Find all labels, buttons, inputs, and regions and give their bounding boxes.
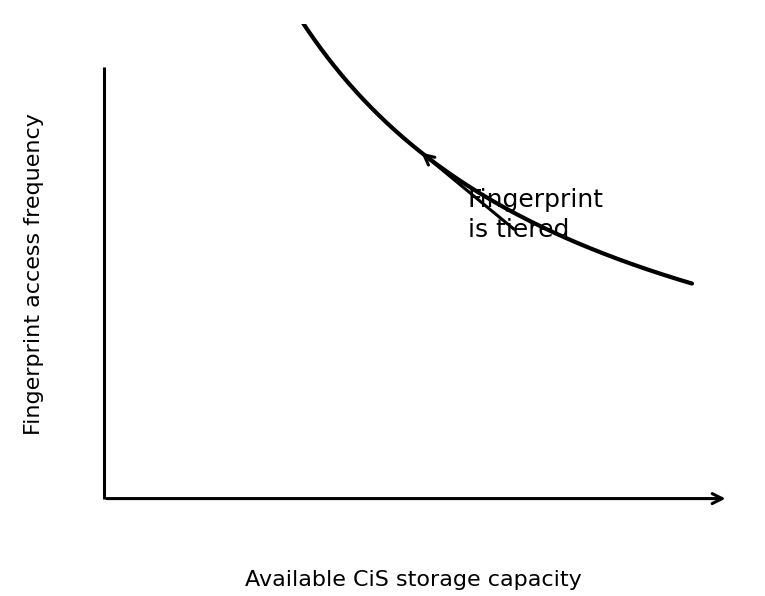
Text: Available CiS storage capacity: Available CiS storage capacity — [245, 570, 581, 589]
Text: Fingerprint access frequency: Fingerprint access frequency — [24, 113, 44, 435]
Text: Fingerprint
is tiered: Fingerprint is tiered — [467, 188, 604, 241]
